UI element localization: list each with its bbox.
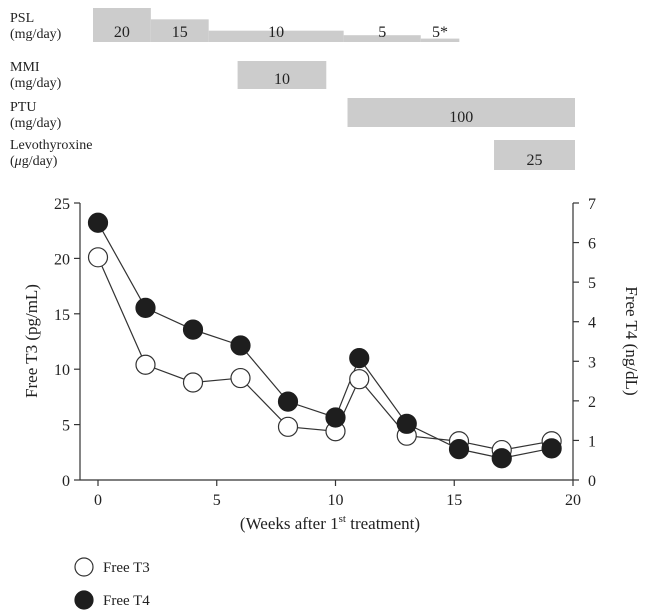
x-tick-label: 15 — [446, 492, 462, 509]
levothyroxine-label: Levothyroxine — [10, 138, 92, 153]
point-free-t4 — [230, 335, 251, 356]
y-left-tick-label: 20 — [54, 251, 70, 268]
legend-free-t4-label: Free T4 — [103, 593, 150, 609]
x-tick-label: 20 — [565, 492, 581, 509]
treatment-bar-1-0 — [237, 61, 327, 89]
series-points — [87, 212, 562, 469]
point-free-t4 — [491, 448, 512, 469]
point-free-t4 — [277, 391, 299, 412]
legend-free-t3-label: Free T3 — [103, 560, 150, 576]
y-right-tick-label: 5 — [588, 275, 596, 292]
y-right-tick-label: 1 — [588, 433, 596, 450]
treatment-bar-0-1 — [150, 19, 209, 42]
y-right-tick-label: 6 — [588, 236, 596, 253]
x-axis-title: (Weeks after 1st treatment) — [240, 513, 420, 533]
point-free-t4 — [396, 413, 417, 434]
series-layer — [87, 212, 562, 469]
treatment-bar-0-3 — [343, 35, 421, 42]
x-tick-label: 10 — [328, 492, 344, 509]
dose-label-0-4: 5* — [432, 24, 448, 41]
legend-free-t4-marker — [74, 590, 94, 610]
series-lines — [97, 222, 552, 459]
point-free-t3 — [182, 372, 204, 393]
dose-label-0-0: 20 — [114, 24, 130, 41]
psl-unit: (mg/day) — [10, 27, 62, 42]
treatment-bar-2-0 — [347, 98, 575, 127]
treatment-row-0: 20 15 10 5 5* — [93, 8, 460, 42]
x-tick-label: 0 — [94, 492, 102, 509]
ptu-label: PTU — [10, 100, 36, 115]
y-left-tick-label: 25 — [54, 196, 70, 213]
dose-label-0-3: 5 — [378, 24, 386, 41]
legend: Free T3 Free T4 — [74, 557, 150, 610]
y-left-tick-label: 15 — [54, 307, 70, 324]
treatment-bar-3-0 — [494, 140, 575, 170]
legend-free-t3-marker — [74, 557, 94, 577]
x-tick-label: 5 — [213, 492, 221, 509]
treatment-bar-0-4 — [420, 38, 460, 42]
point-free-t4 — [541, 438, 562, 459]
point-free-t3 — [230, 367, 251, 389]
treatment-bar-0-2 — [208, 30, 344, 42]
y-right-tick-label: 0 — [588, 473, 596, 490]
mmi-label: MMI — [10, 60, 40, 75]
y-right-tick-label: 3 — [588, 354, 596, 371]
levothyroxine-unit: (μg/day) — [10, 154, 58, 169]
point-free-t4 — [87, 212, 109, 233]
y-right-title: Free T4 (ng/dL) — [622, 286, 641, 395]
treatment-bars: 20 15 10 5 5* 10 100 25 — [93, 8, 575, 170]
dose-label-2-0: 100 — [449, 109, 473, 126]
point-free-t3 — [87, 247, 109, 268]
treatment-bar-0-0 — [93, 8, 151, 42]
y-left-tick-label: 5 — [62, 418, 70, 435]
point-free-t4 — [135, 297, 156, 318]
mmi-unit: (mg/day) — [10, 76, 62, 91]
treatment-labels: PSL (mg/day) MMI (mg/day) PTU (mg/day) L… — [10, 11, 92, 169]
point-free-t4 — [448, 439, 470, 460]
y-left-title: Free T3 (pg/mL) — [22, 284, 41, 398]
series-line-free-t3 — [97, 257, 552, 451]
axis-ticks: 0 5 10 15 20 0 5 10 15 20 25 0 1 2 3 4 5 6 7 — [54, 196, 596, 509]
dose-label-1-0: 10 — [274, 71, 290, 88]
dose-label-3-0: 25 — [527, 152, 543, 169]
point-free-t3 — [277, 416, 299, 437]
dose-label-0-1: 15 — [172, 24, 188, 41]
point-free-t4 — [182, 319, 204, 340]
point-free-t4 — [325, 407, 346, 428]
treatment-row-3: 25 — [494, 140, 575, 170]
y-right-tick-label: 4 — [588, 315, 596, 332]
y-right-tick-label: 2 — [588, 394, 596, 411]
plot-axes — [79, 203, 574, 481]
y-left-tick-label: 0 — [62, 473, 70, 490]
point-free-t3 — [349, 369, 370, 390]
series-line-free-t4 — [97, 222, 552, 459]
psl-label: PSL — [10, 11, 34, 26]
point-free-t3 — [135, 354, 156, 375]
dose-label-0-2: 10 — [268, 24, 284, 41]
y-right-tick-label: 7 — [588, 196, 596, 213]
ptu-unit: (mg/day) — [10, 116, 62, 131]
treatment-row-2: 100 — [347, 98, 575, 127]
treatment-row-1: 10 — [237, 61, 327, 89]
y-left-tick-label: 10 — [54, 362, 70, 379]
point-free-t4 — [349, 348, 370, 369]
